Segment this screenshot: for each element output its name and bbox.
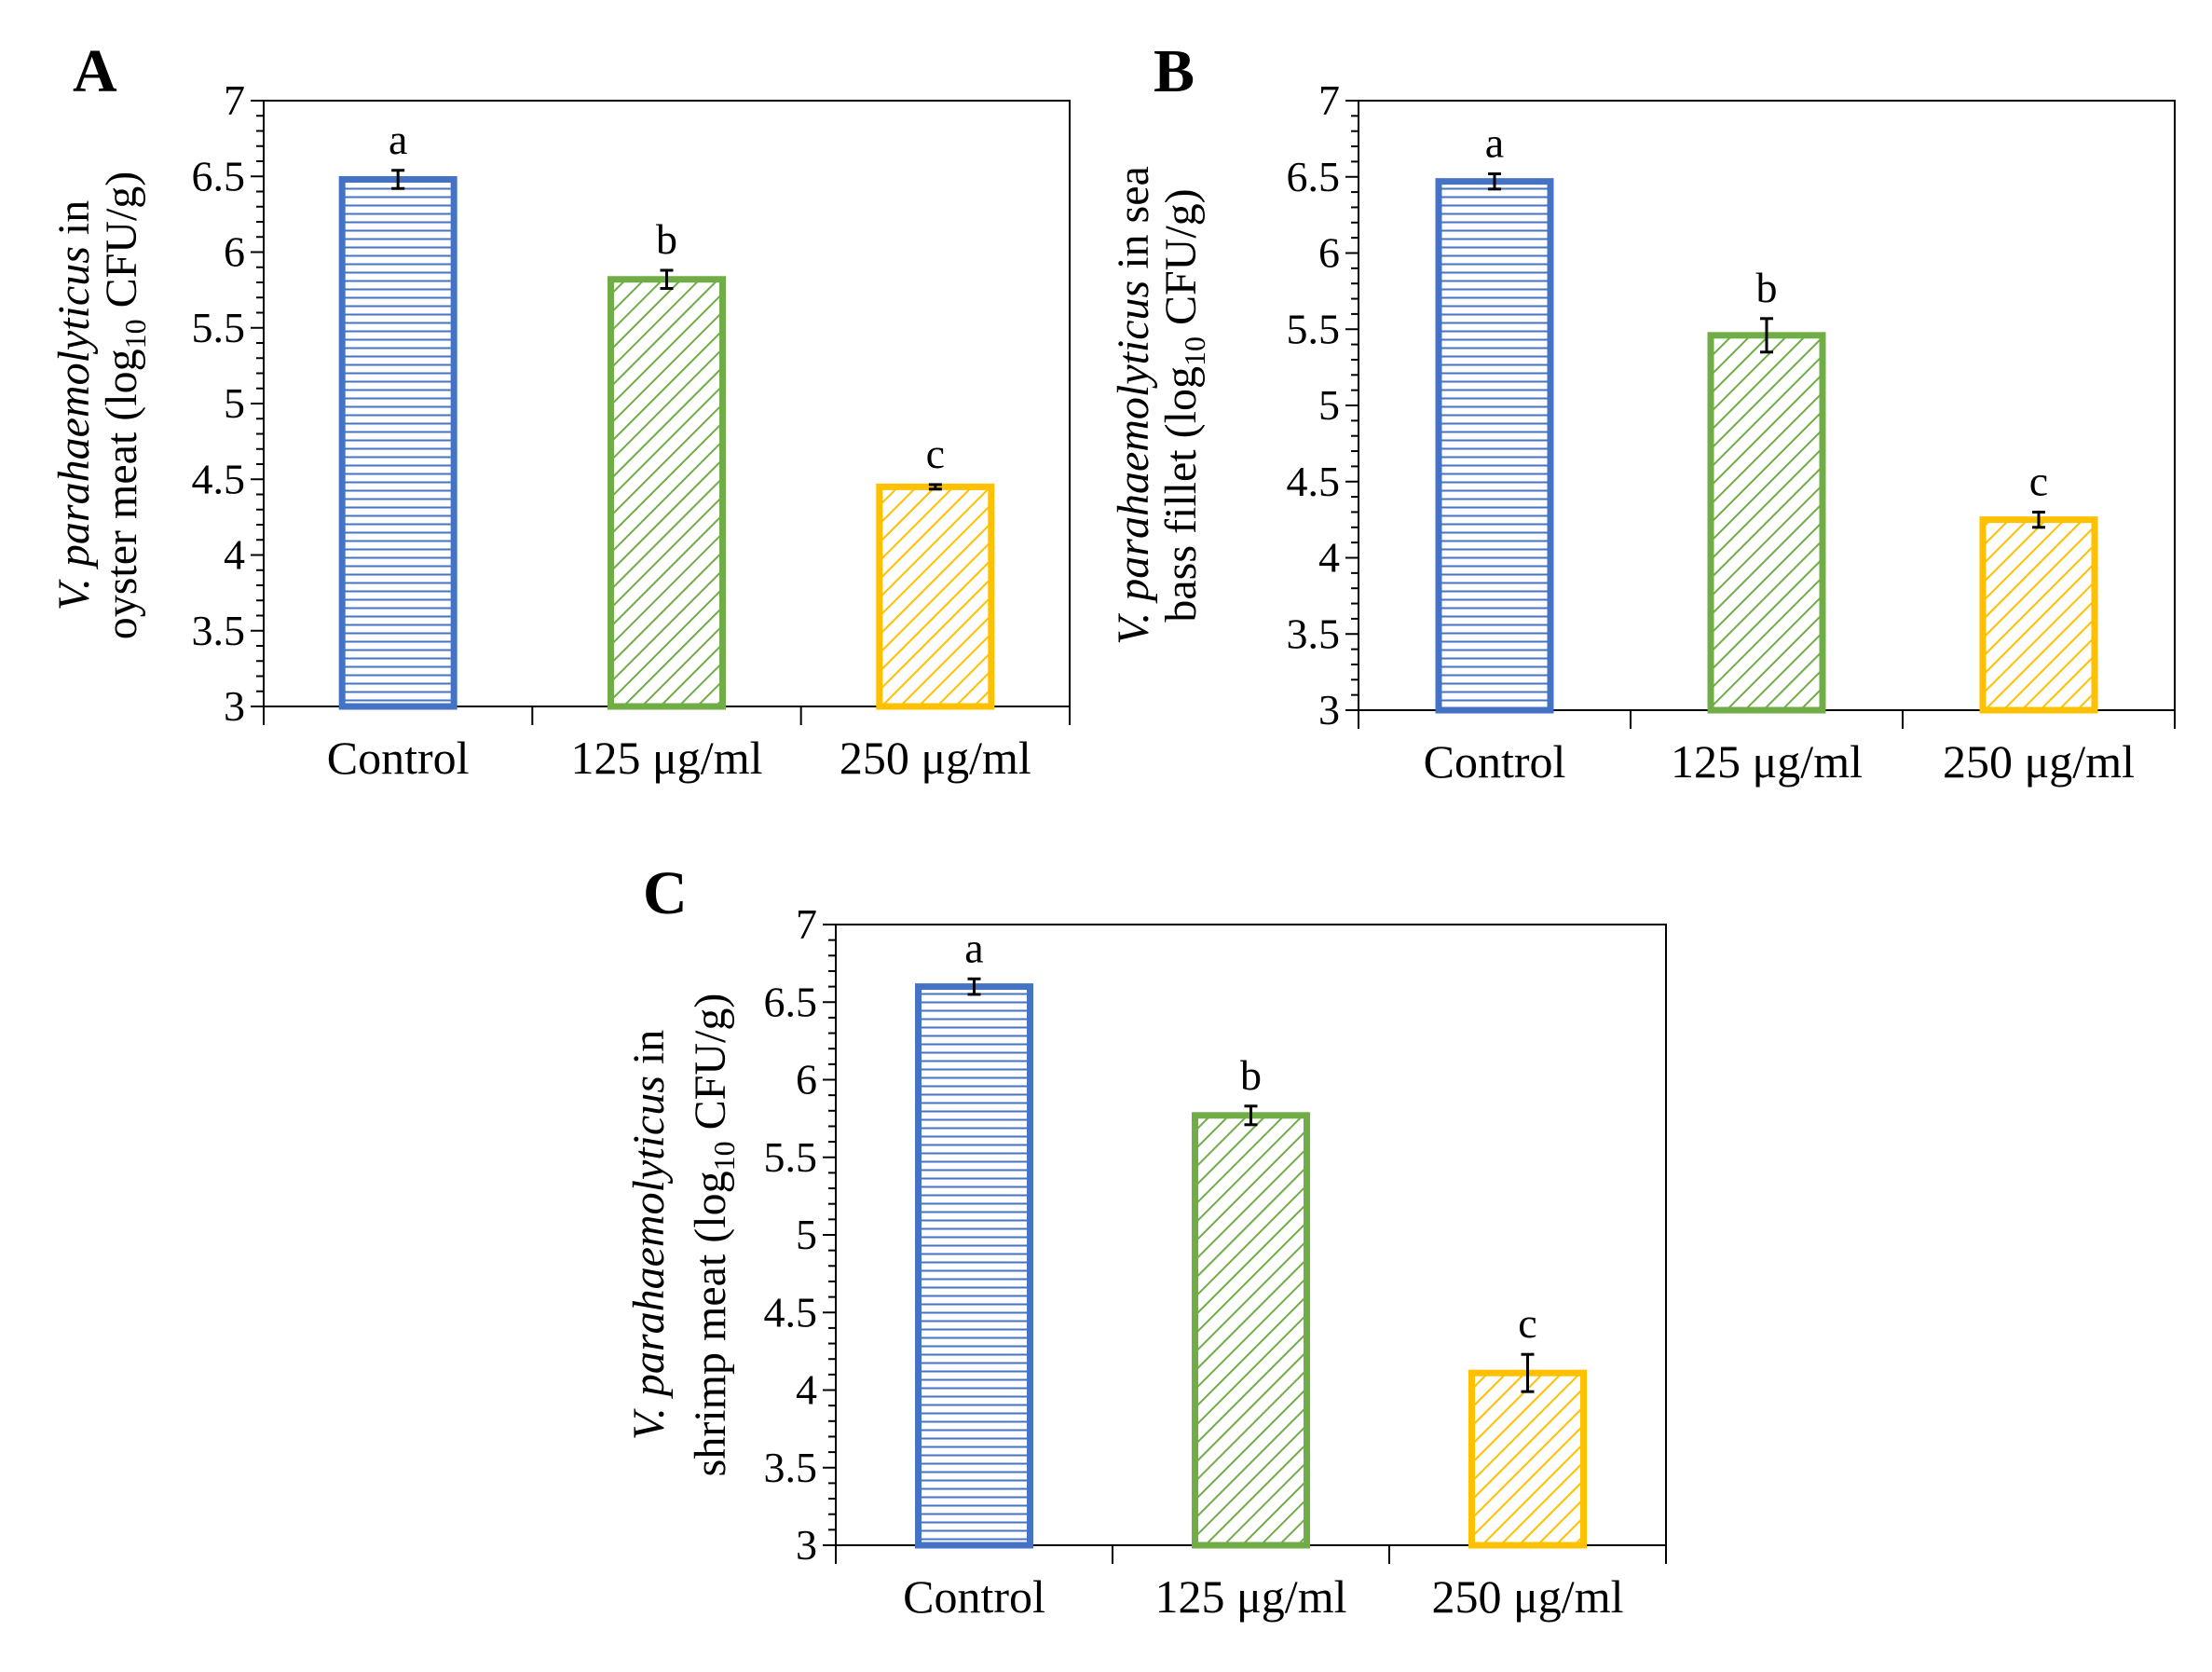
- panel-b-ytick-label: 6: [1318, 229, 1340, 277]
- panel-a-ytick-label: 5: [224, 379, 245, 427]
- panel-a-ylabel-line2: oyster meat (log10 CFU/g): [97, 171, 152, 640]
- panel-c-significance-label: b: [1240, 1051, 1262, 1099]
- panel-c-ytick-label: 5: [796, 1211, 817, 1258]
- panel-b-ylabel-line2: bass fillet (log10 CFU/g): [1156, 188, 1211, 622]
- panel-b-ytick-label: 5: [1318, 381, 1340, 429]
- panel-b-category-label: 250 μg/ml: [1943, 735, 2135, 788]
- panel-b-ytick-label: 3.5: [1287, 610, 1341, 657]
- panel-a-bar: [876, 483, 995, 710]
- panel-a-ytick-label: 4: [224, 531, 245, 579]
- panel-c-ytick-label: 4: [796, 1366, 817, 1414]
- panel-c-letter: C: [643, 859, 688, 927]
- panel-b-ylabel-line1: V. parahaemolyticus in sea: [1109, 166, 1158, 645]
- panel-c-ytick-label: 7: [796, 900, 817, 948]
- panel-b-ytick-label: 5.5: [1287, 305, 1341, 352]
- panel-b-chart: B V. parahaemolyticus in sea bass fillet…: [1109, 37, 2176, 788]
- panel-a-category-label: 125 μg/ml: [571, 732, 763, 784]
- panel-c-ylabel-line2: shrimp meat (log10 CFU/g): [686, 994, 741, 1477]
- panel-a-significance-label: c: [926, 430, 945, 477]
- panel-c-ytick-label: 4.5: [764, 1288, 818, 1336]
- panel-c-ytick-label: 6.5: [764, 978, 818, 1025]
- panel-a-ytick-label: 6.5: [192, 152, 246, 199]
- panel-b-ytick-label: 6.5: [1287, 153, 1341, 200]
- panel-b-significance-label: a: [1485, 118, 1504, 166]
- panel-a-ytick-label: 3: [224, 682, 245, 730]
- panel-c-ytick-label: 5.5: [764, 1133, 818, 1181]
- panel-c-ytick-label: 6: [796, 1056, 817, 1103]
- panel-a-significance-label: b: [656, 215, 677, 263]
- panel-c-significance-label: c: [1518, 1299, 1536, 1347]
- panel-a-significance-label: a: [389, 116, 407, 163]
- panel-b-ytick-label: 4: [1318, 534, 1340, 582]
- panel-b-ytick-label: 3: [1318, 686, 1340, 733]
- panel-c-bar: [915, 983, 1033, 1549]
- panel-a-ytick-label: 4.5: [192, 455, 246, 502]
- panel-b-ytick-label: 4.5: [1287, 458, 1341, 505]
- panel-c-plot-area: 3 3.5 4 4.5 5 5.5 6 6.5 7 a Control b 125 μg/ml c 250 …: [764, 900, 1667, 1623]
- panel-b-bar: [1979, 516, 2098, 714]
- panel-c-category-label: Control: [903, 1570, 1045, 1623]
- panel-a-category-label: 250 μg/ml: [840, 732, 1031, 784]
- panel-a-letter: A: [73, 37, 117, 105]
- panel-c-category-label: 250 μg/ml: [1432, 1570, 1624, 1623]
- panel-c-category-label: 125 μg/ml: [1155, 1570, 1347, 1623]
- panel-a-ytick-label: 6: [224, 228, 245, 276]
- panel-c-chart: C V. parahaemolyticus in shrimp meat (lo…: [624, 859, 1667, 1623]
- panel-c-significance-label: a: [964, 924, 983, 971]
- panel-c-ylabel-line1: V. parahaemolyticus in: [624, 1030, 674, 1440]
- panel-b-ytick-label: 7: [1318, 76, 1340, 124]
- panel-b-letter: B: [1154, 37, 1195, 105]
- panel-b-category-label: Control: [1424, 735, 1566, 788]
- panel-c-ytick-label: 3: [796, 1521, 817, 1569]
- panel-c-ytick-label: 3.5: [764, 1444, 818, 1491]
- panel-a-bar: [608, 276, 726, 710]
- panel-c-bar: [1468, 1369, 1587, 1549]
- panel-a-ytick-label: 3.5: [192, 607, 246, 654]
- panel-b-significance-label: b: [1756, 264, 1778, 311]
- panel-b-significance-label: c: [2029, 457, 2048, 504]
- panel-a-bar: [338, 176, 457, 710]
- panel-b-bar: [1435, 178, 1554, 714]
- panel-b-plot-area: 3 3.5 4 4.5 5 5.5 6 6.5 7 a Control b 125 μg/ml c 250 …: [1287, 76, 2176, 788]
- panel-a-ylabel-line1: V. parahaemolyticus in: [49, 200, 99, 610]
- panel-b-bar: [1707, 332, 1826, 714]
- panel-a-ytick-label: 7: [224, 76, 245, 124]
- panel-b-category-label: 125 μg/ml: [1671, 735, 1863, 788]
- panel-a-plot-area: 3 3.5 4 4.5 5 5.5 6 6.5 7 a Control b 125 μg/ml c 250 …: [192, 76, 1071, 784]
- panel-a-ytick-label: 5.5: [192, 304, 246, 351]
- panel-a-chart: A V. parahaemolyticus in oyster meat (lo…: [49, 37, 1071, 784]
- panel-a-category-label: Control: [327, 732, 470, 784]
- panel-c-bar: [1192, 1112, 1310, 1549]
